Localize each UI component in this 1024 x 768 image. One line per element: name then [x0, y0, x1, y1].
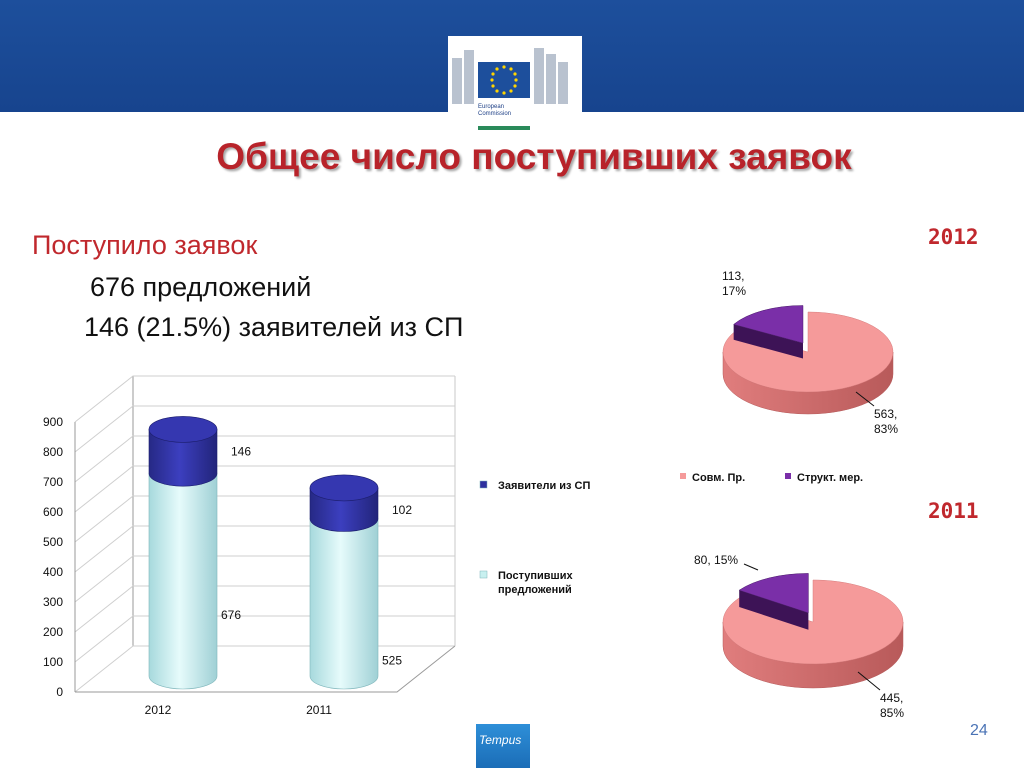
y-tick-label: 800 [43, 445, 63, 459]
ec-logo-text: European Commission [478, 104, 512, 117]
gridline [74, 375, 455, 423]
intro-line-2: 676 предложений [90, 272, 312, 302]
y-tick-label: 200 [43, 625, 63, 639]
data-label-top-2012: 146 [231, 444, 251, 458]
y-tick-label: 300 [43, 595, 63, 609]
y-tick-label: 500 [43, 535, 63, 549]
pie-legend-swatch [785, 473, 791, 479]
pie-legend-item: Совм. Пр. [692, 472, 745, 484]
pie-leader [743, 563, 759, 571]
gridline [74, 585, 455, 633]
pie-slice-2011-small-side [739, 590, 809, 630]
bar-base-2012 [148, 472, 218, 690]
bar-chart: 0 100 200 300 400 500 600 700 800 900 676 146 2012 52… [43, 375, 590, 717]
pie-slice-2011-main [722, 579, 904, 665]
y-tick-label: 600 [43, 505, 63, 519]
legend-swatch [479, 480, 488, 489]
page-number: 24 [970, 722, 988, 739]
european-commission-logo: European Commission [448, 36, 582, 132]
pie-label-2011-small: 80, 15% [694, 553, 738, 567]
x-tick-label-2012: 2012 [145, 703, 172, 717]
page-title: Общее число поступивших заявок [216, 136, 852, 177]
intro-line-3: 146 (21.5%) заявителей из СП [84, 312, 464, 342]
pie-slice-2012-small-side [733, 324, 803, 359]
data-label-base-2011: 525 [382, 654, 402, 668]
legend-item: Заявители из СП [498, 480, 590, 492]
y-tick-label: 900 [43, 415, 63, 429]
pie-label-2012-main: 563, 83% [874, 407, 898, 436]
bar-top-2012 [148, 429, 218, 487]
bar-cap-2012 [148, 416, 218, 443]
ec-building-icon [452, 48, 568, 130]
bar-cap-2011 [309, 474, 379, 502]
pie-label-2012-small: 113, 17% [722, 269, 746, 298]
gridline [74, 465, 455, 513]
pie-leader [855, 391, 875, 407]
floor-edge [75, 645, 456, 693]
year-label-2011: 2011 [928, 499, 979, 523]
y-tick-label: 100 [43, 655, 63, 669]
pie-charts: 563, 83% 113, 17% 445, 85% 80, 15% Совм. Пр. Стр… [680, 269, 904, 720]
tempus-logo-text: Tempus [479, 733, 522, 747]
intro-line-1: Поступило заявок [32, 230, 258, 260]
legend-item: Поступивших предложений [498, 570, 573, 596]
pie-slice-2011-small [738, 573, 809, 614]
pie-legend-item: Структ. мер. [797, 472, 863, 484]
tempus-logo: Tempus [476, 724, 530, 768]
gridline [74, 555, 455, 603]
pie-slice-2012-main [722, 311, 894, 393]
data-label-top-2011: 102 [392, 503, 412, 517]
bar-base-2011 [309, 518, 379, 690]
pie-leader [857, 671, 881, 691]
pie-label-2011-main: 445, 85% [880, 691, 904, 720]
gridline [74, 435, 455, 483]
year-label-2012: 2012 [928, 225, 979, 249]
x-tick-label-2011: 2011 [306, 703, 332, 717]
y-tick-label: 700 [43, 475, 63, 489]
gridline [74, 405, 455, 453]
y-tick-label: 0 [56, 685, 63, 699]
pie-slice-2012-small [733, 305, 804, 344]
pie-legend-swatch [680, 473, 686, 479]
data-label-base-2012: 676 [221, 608, 241, 622]
legend-swatch [479, 570, 488, 579]
gridline [74, 525, 455, 573]
y-tick-label: 400 [43, 565, 63, 579]
